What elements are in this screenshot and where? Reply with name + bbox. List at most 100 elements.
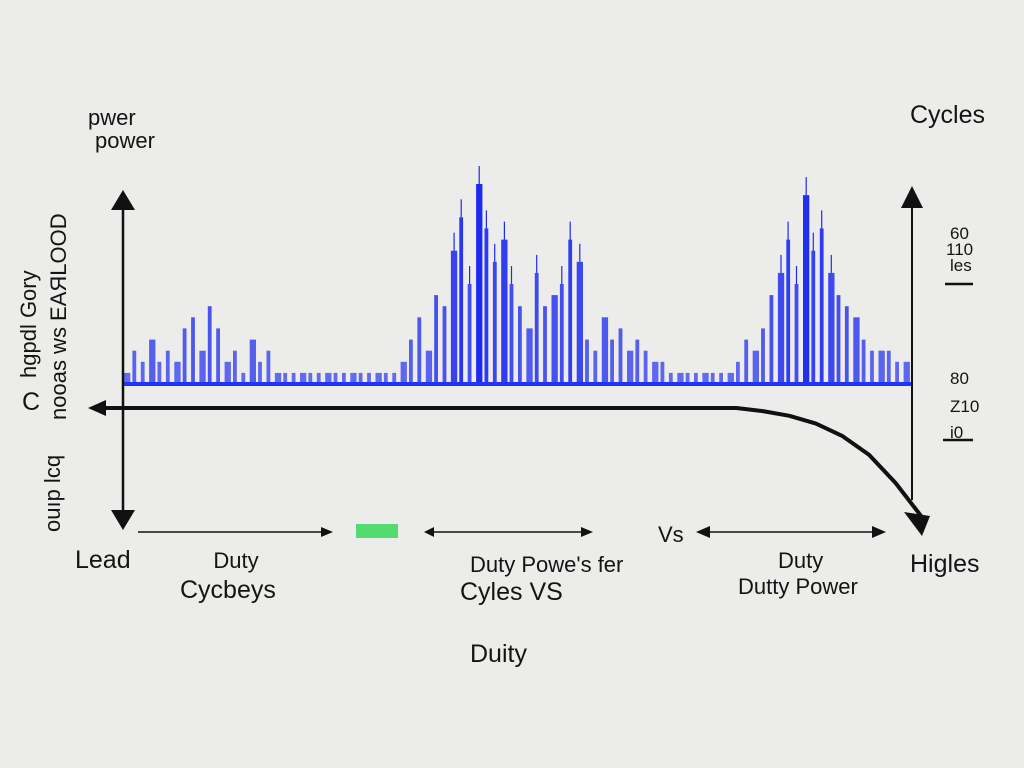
bar [476,184,483,384]
label-left-vertical-2: nooas ws ЕАЯLOOD [46,213,71,420]
bar [501,239,508,384]
label-left-vertical-3: ouıp lcq [40,454,65,532]
bar [534,272,539,384]
bar [643,350,648,384]
bar [702,372,709,384]
label-duty-right-2: Dutty Power [738,574,858,599]
bar [233,350,237,384]
bar [660,361,665,384]
bar [685,372,690,384]
bar [450,250,458,384]
right-tick-label-bottom-3: i0 [950,423,964,442]
bar [861,339,866,384]
bar [392,372,397,384]
bar [752,350,759,384]
label-duty-left-2: Cycbeys [180,576,276,604]
label-left-vertical-1: hgpdl Gory [16,270,41,378]
trend-line-group [88,400,930,536]
bar [769,295,774,384]
bar [140,361,145,384]
bar [719,372,723,384]
right-tick-label-top-2: 110 [946,240,974,259]
bar [199,350,206,384]
bar [593,350,598,384]
label-power-1: pwer [88,105,136,130]
bar [652,361,659,384]
bar [811,250,816,384]
bar [853,317,860,384]
bar [878,350,885,384]
trend-line [100,406,924,519]
bar [559,284,564,384]
label-duty-right-1: Duty [778,548,824,573]
bar [417,317,422,384]
bar [635,339,640,384]
bar [182,328,187,384]
bar [442,306,447,384]
bar [677,372,684,384]
label-lead: Lead [75,546,131,574]
label-duty-mid-2: Cyles VS [460,578,563,606]
bar [367,372,371,384]
left-arrow-head [321,527,333,537]
bar [509,284,514,384]
left-axis-down-arrow [111,510,135,530]
right-axis-up-arrow [901,186,923,208]
bar [870,350,874,384]
bar [895,361,899,384]
bar [157,361,162,384]
bar [291,372,296,384]
bar [618,328,623,384]
bar [316,372,321,384]
bar [132,350,137,384]
bar [342,372,346,384]
baseline [124,382,912,386]
bar [819,228,824,384]
bar [300,372,307,384]
bar [375,372,382,384]
bar [568,239,573,384]
bar [149,339,156,384]
bar [777,272,785,384]
bar [744,339,749,384]
bar [165,350,170,384]
bar [467,284,472,384]
bar [627,350,634,384]
bar [551,295,558,384]
bar [434,295,438,384]
mid-arrow-head [581,527,593,537]
green-mark [356,524,398,538]
bar [224,361,231,384]
bar [409,339,413,384]
bar [803,195,810,384]
bar [518,306,522,384]
bar [828,272,835,384]
bar [191,317,195,384]
trend-line-end-arrow [904,512,930,536]
bar [124,372,131,384]
bar [484,228,489,384]
label-power-2: power [95,128,155,153]
bar [400,361,407,384]
bar [425,350,433,384]
bar [308,372,313,384]
label-duty-left-1: Duty [213,548,259,573]
right-tick-marks [943,282,973,442]
bar [886,350,891,384]
bar [358,372,363,384]
bar [174,361,181,384]
right-tick-label-top-1: 60 [950,224,969,243]
bar [325,372,332,384]
bar [668,372,673,384]
bar [459,217,464,384]
bar [526,328,533,384]
bar [216,328,220,384]
bar [736,361,740,384]
bar [761,328,765,384]
bar [710,372,715,384]
bar [274,372,282,384]
bar-series [124,166,912,386]
right-arrow-left-head [696,526,710,538]
right-arrow-right-head [872,526,886,538]
label-higles: Higles [910,550,980,578]
